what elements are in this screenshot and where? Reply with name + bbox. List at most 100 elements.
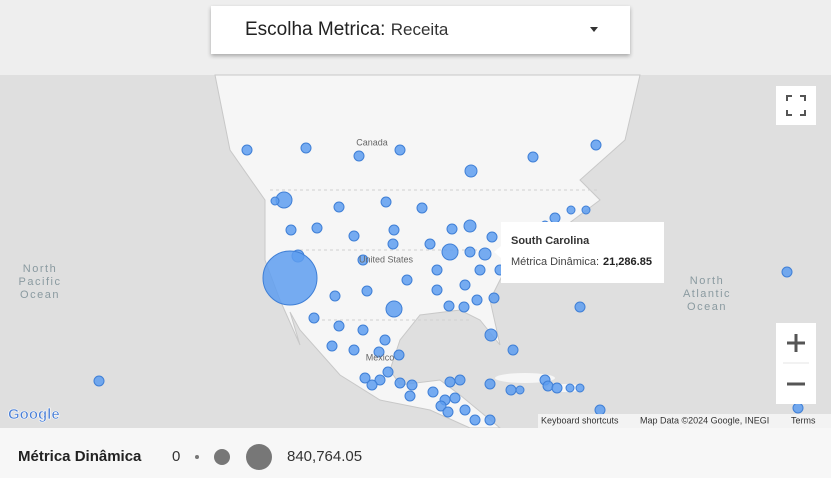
- ocean-label: Ocean: [20, 289, 60, 301]
- bubble[interactable]: [353, 150, 365, 162]
- bubble[interactable]: [464, 164, 478, 178]
- tooltip: [501, 222, 664, 283]
- tooltip-value: 21,286.85: [603, 256, 652, 268]
- bubble[interactable]: [308, 312, 320, 324]
- bubble[interactable]: [469, 414, 481, 426]
- bubble[interactable]: [385, 300, 403, 318]
- bubble[interactable]: [404, 390, 416, 402]
- bubble[interactable]: [435, 400, 447, 412]
- bubble[interactable]: [551, 382, 563, 394]
- bubble[interactable]: [374, 374, 386, 386]
- bubble[interactable]: [474, 264, 486, 276]
- bubble[interactable]: [393, 349, 405, 361]
- bubble[interactable]: [382, 366, 394, 378]
- bubble[interactable]: [401, 274, 413, 286]
- bubble[interactable]: [366, 379, 378, 391]
- bubble[interactable]: [781, 266, 793, 278]
- bubble[interactable]: [394, 377, 406, 389]
- ocean-label: Pacific: [19, 276, 62, 288]
- bubble[interactable]: [515, 385, 525, 395]
- bubble[interactable]: [484, 414, 496, 426]
- legend-size: [246, 444, 272, 470]
- bubble[interactable]: [464, 246, 476, 258]
- bubble[interactable]: [380, 196, 392, 208]
- bubble[interactable]: [387, 238, 399, 250]
- bubble[interactable]: [300, 142, 312, 154]
- bubbles: [93, 139, 804, 426]
- bubble[interactable]: [379, 334, 391, 346]
- zoom-in[interactable]: [787, 334, 805, 352]
- country-label: Mexico: [366, 352, 395, 362]
- bubble[interactable]: [348, 230, 360, 242]
- tooltip-label: Métrica Dinâmica:: [511, 256, 599, 268]
- bubble[interactable]: [484, 378, 496, 390]
- tooltip-title: South Carolina: [511, 235, 590, 247]
- bubble[interactable]: [459, 404, 471, 416]
- bubble[interactable]: [484, 328, 498, 342]
- footer-link[interactable]: Keyboard shortcuts: [541, 415, 619, 425]
- bubble[interactable]: [446, 223, 458, 235]
- bubble[interactable]: [463, 219, 477, 233]
- bubble[interactable]: [285, 224, 297, 236]
- bubble[interactable]: [241, 144, 253, 156]
- bubble[interactable]: [594, 404, 606, 416]
- bubble[interactable]: [93, 375, 105, 387]
- bubble[interactable]: [443, 300, 455, 312]
- bubble[interactable]: [442, 406, 454, 418]
- legend-min: 0: [172, 448, 180, 465]
- bubble[interactable]: [406, 379, 418, 391]
- bubble[interactable]: [566, 205, 576, 215]
- bubble[interactable]: [431, 264, 443, 276]
- bubble[interactable]: [416, 202, 428, 214]
- bubble[interactable]: [575, 383, 585, 393]
- bubble[interactable]: [454, 374, 466, 386]
- bubble[interactable]: [361, 285, 373, 297]
- bubble[interactable]: [357, 324, 369, 336]
- bubble[interactable]: [527, 151, 539, 163]
- bubble[interactable]: [359, 372, 371, 384]
- bubble[interactable]: [488, 292, 500, 304]
- bubble[interactable]: [449, 392, 461, 404]
- footer-strip: [538, 414, 831, 428]
- bubble[interactable]: [348, 344, 360, 356]
- bubble[interactable]: [581, 205, 591, 215]
- bubble[interactable]: [424, 238, 436, 250]
- bubble[interactable]: [486, 231, 498, 243]
- bubble[interactable]: [270, 196, 280, 206]
- bubble[interactable]: [357, 254, 369, 266]
- bubble[interactable]: [478, 247, 492, 261]
- bubble[interactable]: [505, 384, 517, 396]
- bubble[interactable]: [549, 212, 561, 224]
- bubble[interactable]: [574, 301, 586, 313]
- bubble[interactable]: [458, 301, 470, 313]
- bubble[interactable]: [333, 201, 345, 213]
- footer-link[interactable]: Terms: [791, 415, 816, 425]
- bubble[interactable]: [394, 144, 406, 156]
- bubble[interactable]: [431, 284, 443, 296]
- dropdown-caret: [590, 27, 598, 32]
- bubble[interactable]: [373, 346, 385, 358]
- bubble[interactable]: [792, 402, 804, 414]
- google-logo[interactable]: Google: [8, 406, 60, 424]
- bubble[interactable]: [542, 380, 554, 392]
- bubble[interactable]: [590, 139, 602, 151]
- bubble[interactable]: [333, 320, 345, 332]
- bubble[interactable]: [427, 386, 439, 398]
- bubble[interactable]: [329, 290, 341, 302]
- bubble[interactable]: [459, 279, 471, 291]
- ocean-label: Ocean: [687, 301, 727, 313]
- bubble[interactable]: [444, 376, 456, 388]
- dropdown-label: Escolha Metrica:: [245, 19, 386, 40]
- bubble[interactable]: [565, 383, 575, 393]
- legend-title: Métrica Dinâmica: [18, 448, 142, 465]
- bubble[interactable]: [326, 340, 338, 352]
- bubble[interactable]: [262, 250, 318, 306]
- bubble[interactable]: [311, 222, 323, 234]
- bubble[interactable]: [507, 344, 519, 356]
- bubble[interactable]: [388, 224, 400, 236]
- bubble[interactable]: [471, 294, 483, 306]
- bubble[interactable]: [441, 243, 459, 261]
- fullscreen-button[interactable]: [776, 86, 816, 125]
- map-labels: Canada United States Mexico: [356, 137, 413, 362]
- metric-dropdown[interactable]: Escolha Metrica: Receita: [211, 6, 630, 54]
